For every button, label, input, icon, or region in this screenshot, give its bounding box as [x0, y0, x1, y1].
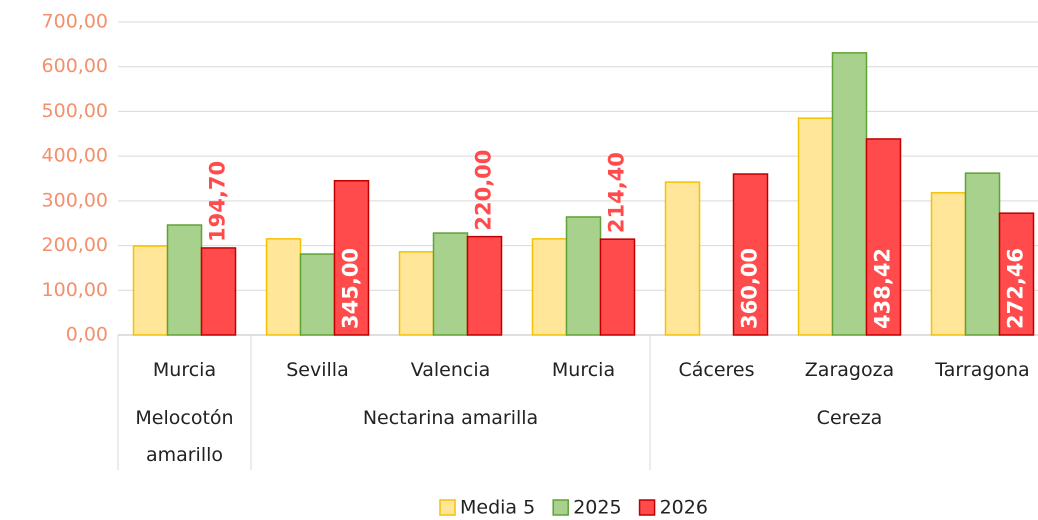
- legend-label: 2025: [573, 497, 621, 519]
- data-label: 438,42: [871, 248, 895, 329]
- bar: [398, 251, 435, 336]
- x-tick-label: Tarragona: [935, 359, 1030, 381]
- bar: [132, 245, 169, 336]
- bar: [998, 212, 1035, 336]
- bar: [964, 172, 1001, 336]
- bar: [831, 52, 868, 336]
- x-tick-label: Zaragoza: [804, 359, 895, 381]
- data-label: 214,40: [605, 152, 629, 233]
- data-label: 272,46: [1004, 248, 1028, 329]
- data-label: 194,70: [206, 161, 230, 242]
- legend-swatch: [439, 499, 456, 516]
- bar: [797, 117, 834, 336]
- legend-swatch: [638, 499, 656, 516]
- bar: [531, 238, 568, 336]
- legend-label: Media 5: [460, 497, 535, 519]
- bar: [333, 179, 370, 336]
- y-tick-label: 100,00: [42, 279, 108, 301]
- y-tick-label: 700,00: [42, 11, 108, 33]
- bar: [930, 192, 967, 336]
- bar: [166, 224, 203, 336]
- bar: [466, 235, 503, 336]
- x-tick-label: Murcia: [551, 359, 616, 381]
- group-label: Cereza: [816, 407, 883, 429]
- bar: [664, 181, 701, 336]
- bar: [865, 138, 902, 336]
- y-tick-label: 500,00: [42, 100, 108, 122]
- y-tick-label: 200,00: [42, 234, 108, 256]
- legend-swatch: [552, 499, 569, 516]
- group-label: Nectarina amarilla: [362, 407, 539, 429]
- bar: [732, 173, 769, 336]
- data-label: 345,00: [339, 248, 363, 329]
- group-label: Melocotón amarillo: [135, 407, 234, 466]
- y-tick-label: 600,00: [42, 55, 108, 77]
- y-tick-label: 0,00: [66, 324, 108, 346]
- data-label: 360,00: [738, 248, 762, 329]
- x-tick-label: Cáceres: [678, 359, 755, 381]
- x-tick-label: Valencia: [410, 359, 491, 381]
- bar: [565, 216, 602, 336]
- bar: [200, 247, 237, 336]
- y-tick-label: 300,00: [42, 189, 108, 211]
- legend: Media 5 2025 2026: [439, 497, 708, 519]
- legend-label: 2026: [660, 497, 708, 519]
- x-tick-label: Murcia: [152, 359, 217, 381]
- x-tick-label: Sevilla: [286, 359, 349, 381]
- y-tick-label: 400,00: [42, 145, 108, 167]
- bar: [599, 238, 636, 336]
- data-label: 220,00: [472, 150, 496, 231]
- bar: [265, 238, 302, 336]
- bar: [299, 253, 336, 336]
- bar: [432, 232, 469, 336]
